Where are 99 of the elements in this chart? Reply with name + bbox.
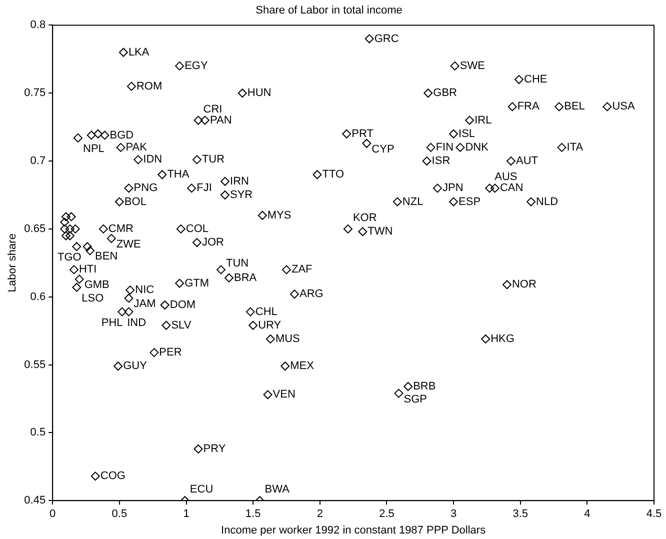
y-tick-label: 0.45 bbox=[24, 494, 46, 507]
data-label: BGD bbox=[110, 129, 134, 142]
chart-title: Share of Labor in total income bbox=[256, 4, 402, 17]
data-label: PER bbox=[159, 346, 182, 359]
data-label: BRB bbox=[413, 380, 436, 393]
data-label: AUS bbox=[494, 171, 518, 184]
data-label: PNG bbox=[134, 182, 158, 194]
data-label: HUN bbox=[247, 87, 272, 100]
y-tick-label: 0.8 bbox=[30, 19, 46, 32]
data-label: LSO bbox=[82, 292, 104, 304]
data-label: TTO bbox=[322, 168, 344, 181]
data-label: CHE bbox=[524, 74, 548, 86]
data-label: CMR bbox=[108, 222, 134, 235]
y-tick-label: 0.5 bbox=[30, 426, 46, 439]
data-label: USA bbox=[612, 100, 636, 113]
data-label: SLV bbox=[171, 319, 192, 332]
data-label: PRY bbox=[203, 443, 226, 456]
data-label: URY bbox=[258, 319, 282, 332]
data-label: PRT bbox=[352, 128, 374, 140]
data-label: MUS bbox=[275, 332, 300, 345]
x-tick-label: 0 bbox=[50, 508, 56, 520]
data-label: THA bbox=[167, 168, 190, 181]
data-label: MEX bbox=[290, 360, 315, 372]
data-label: HTI bbox=[78, 264, 97, 276]
data-label: KOR bbox=[352, 212, 377, 224]
data-label: COL bbox=[186, 222, 209, 235]
x-tick-label: 3.5 bbox=[512, 508, 528, 520]
data-label: SYR bbox=[230, 189, 253, 202]
data-label: JOR bbox=[202, 236, 224, 249]
data-label: CHL bbox=[255, 306, 278, 318]
data-label: GMB bbox=[84, 279, 110, 292]
data-label: COG bbox=[100, 470, 126, 482]
data-label: CAN bbox=[500, 182, 524, 194]
data-label: PAK bbox=[126, 141, 148, 154]
data-label: IDN bbox=[143, 154, 162, 166]
data-label: JAM bbox=[134, 298, 156, 310]
data-label: SGP bbox=[404, 393, 427, 406]
data-label: NIC bbox=[135, 284, 154, 296]
data-label: ISL bbox=[458, 128, 476, 140]
x-tick-label: 0.5 bbox=[112, 508, 128, 520]
data-label: DOM bbox=[170, 299, 196, 312]
data-label: IRN bbox=[230, 175, 250, 188]
data-label: ECU bbox=[190, 484, 214, 496]
data-label: BRA bbox=[234, 272, 258, 284]
data-label: PAN bbox=[210, 114, 232, 126]
data-label: NPL bbox=[83, 142, 104, 155]
data-label: GRC bbox=[374, 32, 399, 45]
data-label: AUT bbox=[516, 155, 538, 168]
data-label: ZWE bbox=[116, 238, 141, 250]
data-label: ITA bbox=[566, 141, 584, 154]
data-label: TWN bbox=[368, 226, 393, 238]
data-label: JPN bbox=[442, 182, 464, 194]
y-tick-label: 0.7 bbox=[30, 155, 46, 168]
data-label: FJI bbox=[196, 182, 212, 194]
x-tick-label: 3 bbox=[450, 508, 457, 520]
data-label: NOR bbox=[512, 278, 536, 291]
x-tick-label: 4 bbox=[584, 508, 590, 520]
data-label: VEN bbox=[272, 388, 296, 401]
data-label: BEL bbox=[564, 100, 585, 113]
data-label: FRA bbox=[517, 100, 540, 113]
data-label: FIN bbox=[436, 141, 454, 154]
data-label: BWA bbox=[264, 484, 290, 496]
data-label: ZAF bbox=[291, 264, 313, 276]
data-label: GBR bbox=[433, 87, 458, 100]
data-label: NLD bbox=[536, 196, 558, 208]
data-label: IND bbox=[127, 316, 146, 329]
data-label: IRL bbox=[474, 114, 492, 126]
data-label: DNK bbox=[465, 141, 490, 154]
x-tick-label: 4.5 bbox=[646, 508, 662, 520]
data-label: ESP bbox=[458, 196, 481, 208]
data-label: GUY bbox=[123, 360, 148, 372]
data-label: TGO bbox=[58, 252, 82, 264]
data-label: ROM bbox=[136, 80, 162, 92]
x-axis-title: Income per worker 1992 in constant 1987 PPP Dollars bbox=[221, 524, 486, 536]
data-label: PHL bbox=[101, 316, 123, 329]
y-tick-label: 0.6 bbox=[30, 290, 46, 303]
data-label: SWE bbox=[460, 60, 485, 72]
data-label: NZL bbox=[402, 196, 424, 208]
data-label: BEN bbox=[95, 250, 118, 263]
data-label: TUN bbox=[226, 258, 249, 270]
data-label: EGY bbox=[184, 60, 208, 72]
y-tick-label: 0.75 bbox=[24, 87, 46, 100]
x-tick-label: 1 bbox=[183, 508, 190, 520]
data-label: LKA bbox=[128, 46, 150, 58]
data-label: ISR bbox=[432, 155, 450, 168]
data-label: HKG bbox=[490, 332, 514, 345]
data-label: MYS bbox=[267, 209, 292, 222]
data-label: BOL bbox=[124, 196, 146, 208]
y-axis-title: Labor share bbox=[6, 234, 19, 292]
data-label: CRI bbox=[203, 103, 222, 116]
data-label: TUR bbox=[202, 154, 225, 166]
y-tick-label: 0.55 bbox=[24, 358, 46, 371]
y-tick-label: 0.65 bbox=[24, 222, 46, 235]
data-label: CYP bbox=[372, 143, 394, 156]
x-tick-label: 2.5 bbox=[379, 508, 394, 520]
data-label: GTM bbox=[184, 277, 210, 290]
x-tick-label: 1.5 bbox=[245, 508, 261, 520]
data-label: ARG bbox=[300, 288, 324, 300]
x-tick-label: 2 bbox=[316, 508, 323, 520]
